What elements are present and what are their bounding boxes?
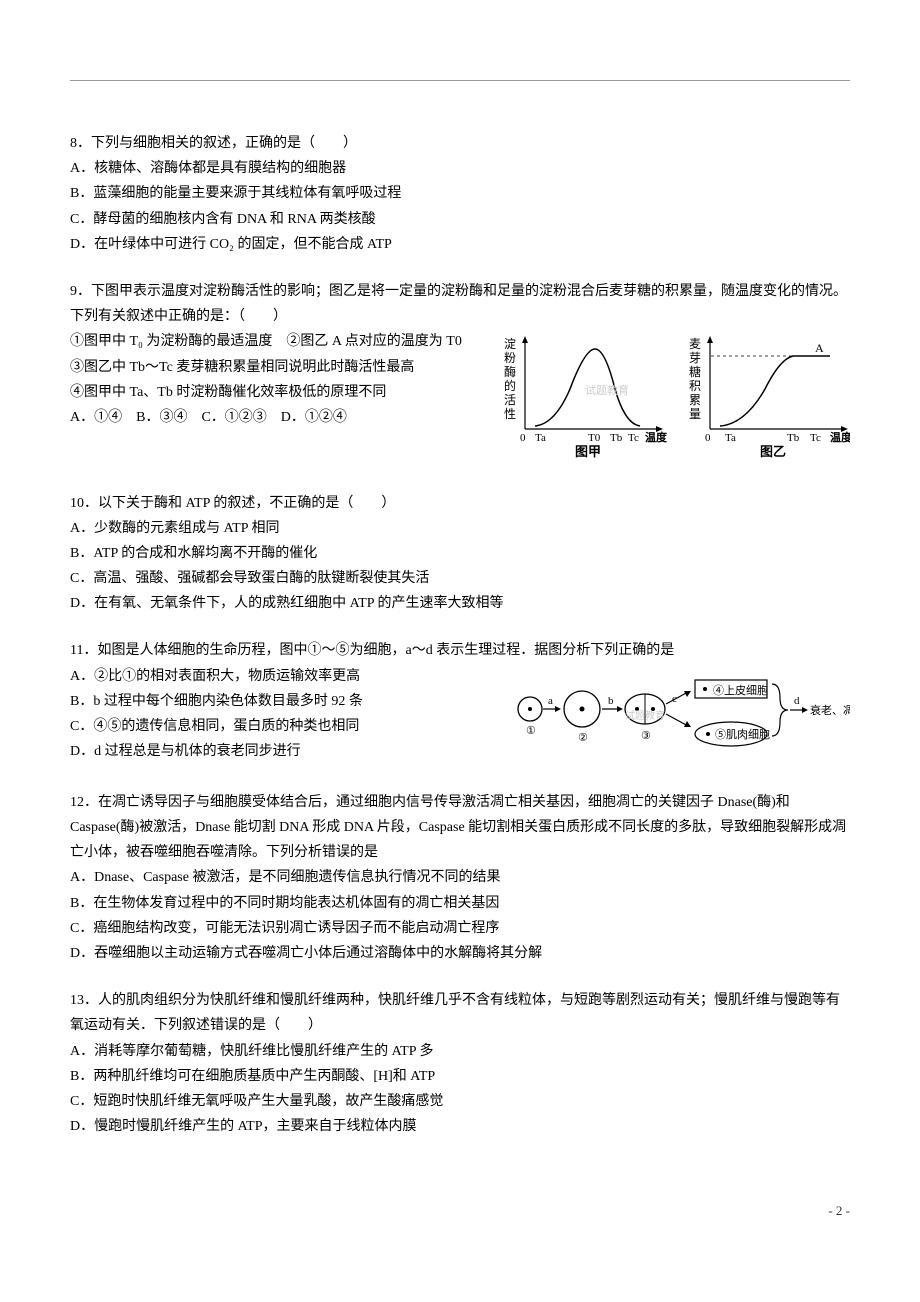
question-12: 12．在凋亡诱导因子与细胞膜受体结合后，通过细胞内信号传导激活凋亡相关基因，细胞…: [70, 790, 850, 966]
q13-option-b: B．两种肌纤维均可在细胞质基质中产生丙酮酸、[H]和 ATP: [70, 1064, 850, 1089]
q11-option-c: C．④⑤的遗传信息相同，蛋白质的种类也相同: [70, 714, 500, 739]
q11-option-a: A．②比①的相对表面积大，物质运输效率更高: [70, 664, 500, 689]
q11-svg: a b ③ c 试题教育: [510, 664, 850, 759]
q10-option-d: D．在有氧、无氧条件下，人的成熟红细胞中 ATP 的产生速率大致相等: [70, 591, 850, 616]
q11-stem: 11．如图是人体细胞的生命历程，图中①～⑤为细胞，a～d 表示生理过程．据图分析…: [70, 638, 850, 663]
svg-text:图甲: 图甲: [575, 444, 601, 459]
q11-option-b: B．b 过程中每个细胞内染色体数目最多时 92 条: [70, 689, 500, 714]
q10-option-c: C．高温、强酸、强碱都会导致蛋白酶的肽键断裂使其失活: [70, 566, 850, 591]
q12-option-a: A．Dnase、Caspase 被激活，是不同细胞遗传信息执行情况不同的结果: [70, 865, 850, 890]
question-10: 10．以下关于酶和 ATP 的叙述，不正确的是（ ） A．少数酶的元素组成与 A…: [70, 491, 850, 617]
svg-text:b: b: [608, 695, 614, 707]
svg-text:温度: 温度: [645, 430, 668, 444]
svg-text:a: a: [548, 695, 553, 707]
svg-text:A: A: [815, 341, 824, 355]
q10-option-a: A．少数酶的元素组成与 ATP 相同: [70, 516, 850, 541]
q11-figure: a b ③ c 试题教育: [510, 664, 850, 768]
q11-option-d: D．d 过程总是与机体的衰老同步进行: [70, 739, 500, 764]
svg-text:⑤肌肉细胞: ⑤肌肉细胞: [715, 728, 770, 741]
svg-text:温度: 温度: [830, 430, 850, 444]
svg-text:活: 活: [504, 393, 516, 407]
q10-option-b: B．ATP 的合成和水解均离不开酶的催化: [70, 541, 850, 566]
question-9: 9．下图甲表示温度对淀粉酶活性的影响；图乙是将一定量的淀粉酶和足量的淀粉混合后麦…: [70, 279, 850, 469]
svg-text:图乙: 图乙: [760, 444, 786, 459]
svg-text:Tb: Tb: [787, 432, 800, 444]
q13-option-c: C．短跑时快肌纤维无氧呼吸产生大量乳酸，故产生酸痛感觉: [70, 1089, 850, 1114]
svg-text:试题教育: 试题教育: [625, 709, 665, 722]
top-divider: [70, 80, 850, 81]
svg-text:性: 性: [504, 407, 516, 421]
svg-text:积: 积: [689, 379, 701, 393]
svg-text:粉: 粉: [504, 351, 516, 365]
q9-choices: A．①④ B．③④ C．①②③ D．①②④: [70, 405, 480, 430]
q8-option-c: C．酵母菌的细胞核内含有 DNA 和 RNA 两类核酸: [70, 207, 850, 232]
q8-stem: 8．下列与细胞相关的叙述，正确的是（ ）: [70, 131, 850, 156]
fig9b-curve: [720, 356, 830, 426]
svg-text:麦: 麦: [689, 337, 701, 351]
q8-option-b: B．蓝藻细胞的能量主要来源于其线粒体有氧呼吸过程: [70, 181, 850, 206]
q13-stem: 13．人的肌肉组织分为快肌纤维和慢肌纤维两种，快肌纤维几乎不含有线粒体，与短跑等…: [70, 988, 850, 1038]
question-13: 13．人的肌肉组织分为快肌纤维和慢肌纤维两种，快肌纤维几乎不含有线粒体，与短跑等…: [70, 988, 850, 1139]
q13-option-a: A．消耗等摩尔葡萄糖，快肌纤维比慢肌纤维产生的 ATP 多: [70, 1039, 850, 1064]
svg-text:0: 0: [705, 432, 711, 444]
q9-stem: 9．下图甲表示温度对淀粉酶活性的影响；图乙是将一定量的淀粉酶和足量的淀粉混合后麦…: [70, 279, 850, 329]
question-8: 8．下列与细胞相关的叙述，正确的是（ ） A．核糖体、溶酶体都是具有膜结构的细胞…: [70, 131, 850, 257]
q9-opt4: ④图甲中 Ta、Tb 时淀粉酶催化效率极低的原理不同: [70, 380, 480, 405]
question-11: 11．如图是人体细胞的生命历程，图中①～⑤为细胞，a～d 表示生理过程．据图分析…: [70, 638, 850, 767]
q12-stem: 12．在凋亡诱导因子与细胞膜受体结合后，通过细胞内信号传导激活凋亡相关基因，细胞…: [70, 790, 850, 866]
svg-text:累: 累: [689, 393, 701, 407]
svg-text:d: d: [794, 695, 800, 707]
q8-option-a: A．核糖体、溶酶体都是具有膜结构的细胞器: [70, 156, 850, 181]
fig9a-ylabel: 淀: [504, 337, 516, 351]
svg-text:衰老、凋亡: 衰老、凋亡: [810, 703, 850, 717]
svg-text:T0: T0: [588, 432, 601, 444]
q13-option-d: D．慢跑时慢肌纤维产生的 ATP，主要来自于线粒体内膜: [70, 1114, 850, 1139]
q9-opt3: ③图乙中 Tb～Tc 麦芽糖积累量相同说明此时酶活性最高: [70, 355, 480, 380]
svg-text:的: 的: [504, 378, 516, 393]
svg-text:酶: 酶: [504, 364, 516, 379]
svg-text:Ta: Ta: [725, 432, 736, 444]
svg-text:0: 0: [520, 432, 526, 444]
svg-text:量: 量: [689, 407, 701, 421]
svg-text:糖: 糖: [689, 364, 701, 379]
svg-text:③: ③: [641, 730, 651, 742]
q12-option-b: B．在生物体发育过程中的不同时期均能表达机体固有的凋亡相关基因: [70, 891, 850, 916]
q12-option-c: C．癌细胞结构改变，可能无法识别凋亡诱导因子而不能启动凋亡程序: [70, 916, 850, 941]
svg-text:芽: 芽: [689, 351, 701, 365]
q9-svg: 淀 粉 酶 的 活 性 试题教育 0 Ta: [490, 329, 850, 459]
svg-text:Ta: Ta: [535, 432, 546, 444]
q10-stem: 10．以下关于酶和 ATP 的叙述，不正确的是（ ）: [70, 491, 850, 516]
svg-text:①: ①: [526, 725, 536, 737]
watermark: 试题教育: [585, 383, 629, 397]
q9-opt1: ①图甲中 T₀ 为淀粉酶的最适温度 ②图乙 A 点对应的温度为 T0: [70, 329, 480, 354]
q9-figures: 淀 粉 酶 的 活 性 试题教育 0 Ta: [490, 329, 850, 468]
svg-text:Tc: Tc: [628, 432, 639, 444]
svg-text:Tc: Tc: [810, 432, 821, 444]
svg-text:②: ②: [578, 732, 588, 744]
svg-text:Tb: Tb: [610, 432, 623, 444]
page-number: - 2 -: [70, 1199, 850, 1222]
q12-option-d: D．吞噬细胞以主动运输方式吞噬凋亡小体后通过溶酶体中的水解酶将其分解: [70, 941, 850, 966]
q8-option-d: D．在叶绿体中可进行 CO₂ 的固定，但不能合成 ATP: [70, 232, 850, 257]
svg-text:c: c: [672, 693, 677, 705]
svg-text:④上皮细胞: ④上皮细胞: [713, 684, 768, 697]
